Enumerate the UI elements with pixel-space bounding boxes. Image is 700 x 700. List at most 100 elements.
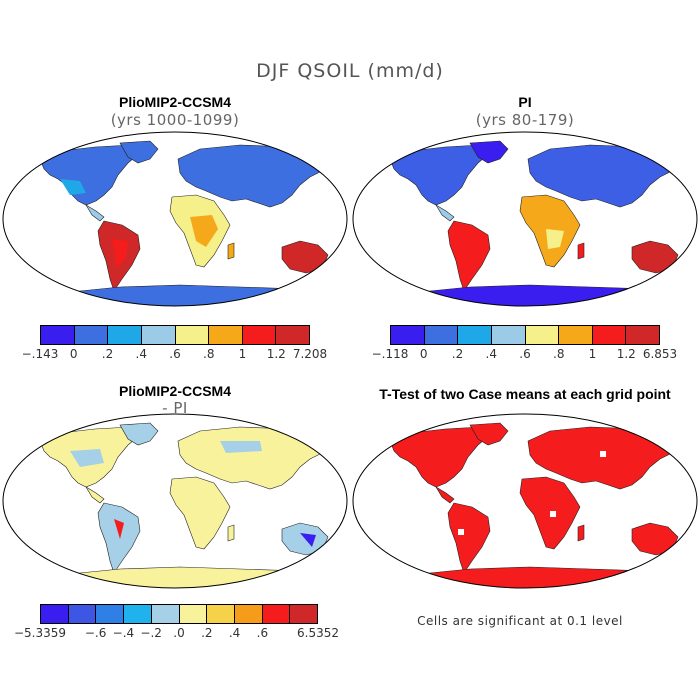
- colorbar-swatch: [559, 326, 593, 344]
- panel-title-pliomip2: PlioMIP2-CCSM4: [118, 94, 231, 110]
- colorbar-tick-label: 6.853: [642, 347, 678, 361]
- value-patch: [60, 179, 86, 195]
- figure-title: DJF QSOIL (mm/d): [256, 60, 444, 82]
- colorbar-swatch: [74, 326, 109, 344]
- colorbar-tick-label: .6: [519, 347, 531, 361]
- landmass-central-america: [85, 204, 105, 222]
- colorbar-tick-label: .8: [203, 347, 215, 361]
- colorbar-pliomip2: −.143 0 .2 .4 .6 .8 1 1.2 7.208: [22, 325, 327, 365]
- value-patch: [550, 511, 556, 517]
- landmass-madagascar: [577, 242, 585, 260]
- landmass-central-america: [435, 204, 455, 222]
- map-difference: [2, 413, 348, 589]
- colorbar-tick-label: 0: [419, 347, 428, 361]
- colorbar-swatch: [207, 605, 235, 623]
- landmass-central-america: [85, 486, 105, 504]
- value-patch: [458, 529, 464, 535]
- colorbar-swatch: [276, 326, 309, 344]
- panel-subtitle-pliomip2: (yrs 1000-1099): [110, 111, 240, 129]
- colorbar-tick-label: .6: [169, 347, 181, 361]
- value-patch: [464, 243, 476, 261]
- landmass-south-america: [97, 502, 141, 574]
- colorbar-swatch: [626, 326, 659, 344]
- landmass-greenland: [469, 422, 509, 446]
- panel-subtitle-pi: (yrs 80-179): [475, 111, 575, 129]
- map-ttest: [352, 413, 698, 589]
- landmass-north-america: [39, 144, 141, 206]
- colorbar-swatch: [525, 326, 560, 344]
- landmass-australia: [281, 522, 329, 556]
- colorbar-swatch: [41, 605, 69, 623]
- colorbar-tick-label: .2: [101, 347, 114, 361]
- colorbar-swatch: [391, 326, 425, 344]
- panel-title-ttest: T-Test of two Case means at each grid po…: [379, 386, 671, 402]
- colorbar-swatch: [262, 605, 291, 623]
- value-patch: [114, 519, 124, 539]
- value-patch: [600, 451, 606, 457]
- value-patch: [546, 229, 564, 249]
- colorbar-tick-label: .4: [485, 347, 497, 361]
- colorbar-tick-label: −.118: [371, 347, 409, 361]
- landmass-north-america: [389, 144, 491, 206]
- landmass-south-america: [447, 502, 491, 574]
- colorbar-pi: −.118 0 .2 .4 .6 .8 1 1.2 6.853: [372, 325, 677, 365]
- colorbar-tick-label: 1: [238, 347, 247, 361]
- landmass-greenland: [119, 140, 159, 164]
- colorbar-tick-label: 7.208: [292, 347, 328, 361]
- colorbar-tick-label: .4: [135, 347, 147, 361]
- colorbar-tick-label: −5.3359: [13, 626, 67, 640]
- colorbar-swatch: [290, 605, 318, 623]
- colorbar-tick-label: .2: [201, 626, 213, 640]
- map-pliomip2: [2, 131, 348, 307]
- landmass-central-america: [435, 486, 455, 504]
- colorbar-swatch: [592, 326, 627, 344]
- colorbar-tick-label: 1: [588, 347, 597, 361]
- landmass-madagascar: [227, 524, 235, 542]
- colorbar-tick-label: .2: [451, 347, 464, 361]
- colorbar-swatch: [141, 326, 176, 344]
- colorbar-tick-label: .8: [553, 347, 565, 361]
- colorbar-tick-label: 1.2: [616, 347, 636, 361]
- landmass-north-america: [389, 426, 491, 488]
- colorbar-swatch: [424, 326, 459, 344]
- colorbar-tick-label: −.2: [140, 626, 162, 640]
- landmass-madagascar: [227, 242, 235, 260]
- landmass-madagascar: [577, 524, 585, 542]
- colorbar-swatch: [124, 605, 152, 623]
- map-pi: [352, 131, 698, 307]
- landmass-australia: [631, 240, 679, 274]
- landmass-south-america: [447, 220, 491, 292]
- colorbar-tick-label: .0: [173, 626, 185, 640]
- significance-footnote: Cells are significant at 0.1 level: [417, 614, 623, 628]
- landmass-greenland: [469, 140, 509, 164]
- panel-title-difference: PlioMIP2-CCSM4: [118, 383, 231, 399]
- colorbar-swatch: [209, 326, 243, 344]
- colorbar-tick-label: −.4: [112, 626, 135, 640]
- colorbar-swatch: [41, 326, 75, 344]
- colorbar-tick-label: 1.2: [266, 347, 286, 361]
- landmass-australia: [281, 240, 329, 274]
- colorbar-swatch: [458, 326, 492, 344]
- panel-title-pi: PI: [518, 94, 532, 110]
- colorbar-tick-label: −.143: [21, 347, 59, 361]
- colorbar-tick-label: 6.5352: [297, 626, 339, 640]
- colorbar-swatch: [108, 326, 142, 344]
- landmass-africa: [169, 476, 231, 550]
- value-patch: [220, 441, 262, 453]
- landmass-australia: [631, 522, 679, 556]
- colorbar-swatch: [151, 605, 180, 623]
- colorbar-swatch: [96, 605, 125, 623]
- landmass-greenland: [119, 422, 159, 446]
- value-patch: [190, 215, 218, 247]
- colorbar-tick-label: −.6: [84, 626, 107, 640]
- colorbar-swatch: [68, 605, 97, 623]
- colorbar-swatch: [491, 326, 526, 344]
- colorbar-tick-label: 0: [69, 347, 78, 361]
- panel-subtitle-difference: - PI: [162, 399, 188, 417]
- value-patch: [112, 239, 128, 267]
- colorbar-difference: −5.3359 −.6 −.4 −.2 .0 .2 .4 .6 6.5352: [14, 604, 339, 644]
- colorbar-swatch: [175, 326, 210, 344]
- colorbar-swatch: [234, 605, 263, 623]
- value-patch: [300, 533, 316, 547]
- colorbar-swatch: [242, 326, 277, 344]
